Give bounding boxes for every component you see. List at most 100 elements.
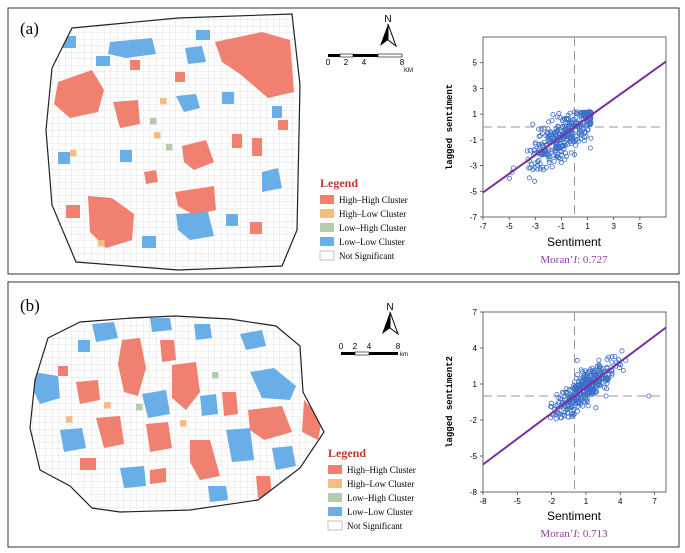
data-point [546, 157, 552, 163]
regression-line-a [483, 60, 666, 194]
map-b [29, 315, 325, 513]
map-b-low-low-clusters [34, 318, 296, 502]
data-point [580, 369, 586, 375]
data-point [593, 371, 599, 377]
x-tick-label: 5 [638, 222, 643, 231]
x-tick-label: -5 [506, 222, 514, 231]
data-point [593, 405, 599, 411]
x-tick-label: 1 [584, 497, 589, 506]
data-point [557, 156, 563, 162]
data-point [561, 390, 567, 396]
map-a-low-low-clusters [58, 30, 282, 248]
data-point [553, 416, 559, 422]
data-point [555, 151, 561, 157]
legend-label: High–High Cluster [347, 465, 416, 475]
data-point [585, 127, 591, 133]
data-point [552, 146, 558, 152]
data-point [536, 126, 542, 132]
y-tick-label: 1 [473, 380, 478, 389]
data-point [526, 175, 532, 181]
x-tick-label: 3 [611, 222, 616, 231]
scale-tick: 2 [344, 58, 349, 67]
data-point [539, 152, 545, 158]
north-arrow-b: N [382, 302, 400, 336]
data-point [572, 379, 578, 385]
data-point [563, 386, 569, 392]
legend-item: Low–Low Cluster [320, 237, 405, 247]
data-point [604, 356, 610, 362]
scatter-points-b [548, 348, 652, 422]
data-point [582, 138, 588, 144]
data-point [568, 120, 574, 126]
data-point [585, 119, 591, 125]
data-point [588, 391, 594, 397]
x-axis-label-b: Sentiment [547, 509, 602, 523]
y-tick-label: -1 [470, 136, 478, 145]
scatter-points-a [506, 109, 594, 184]
panel-a-frame [7, 7, 680, 275]
legend-b: Legend High–High Cluster High–Low Cluste… [327, 446, 416, 531]
x-tick-label: -1 [558, 222, 566, 231]
data-point [536, 133, 542, 139]
y-tick-label: -5 [470, 187, 478, 196]
data-point [555, 123, 561, 129]
y-tick-label: -5 [470, 452, 478, 461]
data-point [532, 140, 538, 146]
x-tick-label: -3 [532, 222, 540, 231]
data-point [549, 149, 555, 155]
legend-item: High–High Cluster [320, 195, 408, 205]
legend-label: Low–Low Cluster [339, 237, 405, 247]
data-point [580, 392, 586, 398]
legend-label: Low–High Cluster [339, 223, 406, 233]
data-point [596, 357, 602, 363]
scale-tick: 8 [400, 58, 405, 67]
scale-tick: 0 [326, 58, 331, 67]
data-point [552, 148, 558, 154]
data-point [559, 397, 565, 403]
y-tick-label: 1 [473, 110, 478, 119]
data-point [587, 145, 593, 151]
data-point [563, 150, 569, 156]
data-point [567, 391, 573, 397]
legend-label: High–Low Cluster [339, 209, 406, 219]
x-tick-label: 1 [585, 222, 590, 231]
data-point [566, 414, 572, 420]
data-point [589, 368, 595, 374]
data-point [564, 407, 570, 413]
legend-item: Not Significant [319, 250, 395, 261]
x-tick-label: -7 [479, 222, 487, 231]
data-point [578, 112, 584, 118]
regression-line [483, 326, 666, 466]
panel-a-label: (a) [20, 19, 39, 38]
data-point [589, 391, 595, 397]
data-point [556, 400, 562, 406]
y-tick-label: -3 [470, 162, 478, 171]
data-point [601, 385, 607, 391]
data-point [562, 123, 568, 129]
map-b-high-low-clusters [66, 402, 187, 427]
x-axis-label-a: Sentiment [547, 235, 602, 249]
y-axis-label-a: lagged sentiment [445, 84, 455, 170]
data-point [506, 175, 512, 181]
data-point [581, 109, 587, 115]
data-point [527, 147, 533, 153]
data-point [527, 165, 533, 171]
y-tick-label: -7 [470, 213, 478, 222]
data-point [586, 378, 592, 384]
data-point [572, 151, 578, 157]
data-point [558, 159, 564, 165]
data-point [619, 348, 625, 354]
x-tick-label: -5 [514, 497, 522, 506]
data-point [585, 403, 591, 409]
scale-tick: 4 [367, 342, 372, 351]
legend-label: Not Significant [347, 521, 403, 531]
data-point [609, 359, 615, 365]
data-point [573, 133, 579, 139]
y-tick-label: 5 [473, 59, 478, 68]
scale-tick: 0 [339, 342, 344, 351]
data-point [575, 372, 581, 378]
data-point [532, 165, 538, 171]
data-point [541, 125, 547, 131]
data-point [546, 137, 552, 143]
